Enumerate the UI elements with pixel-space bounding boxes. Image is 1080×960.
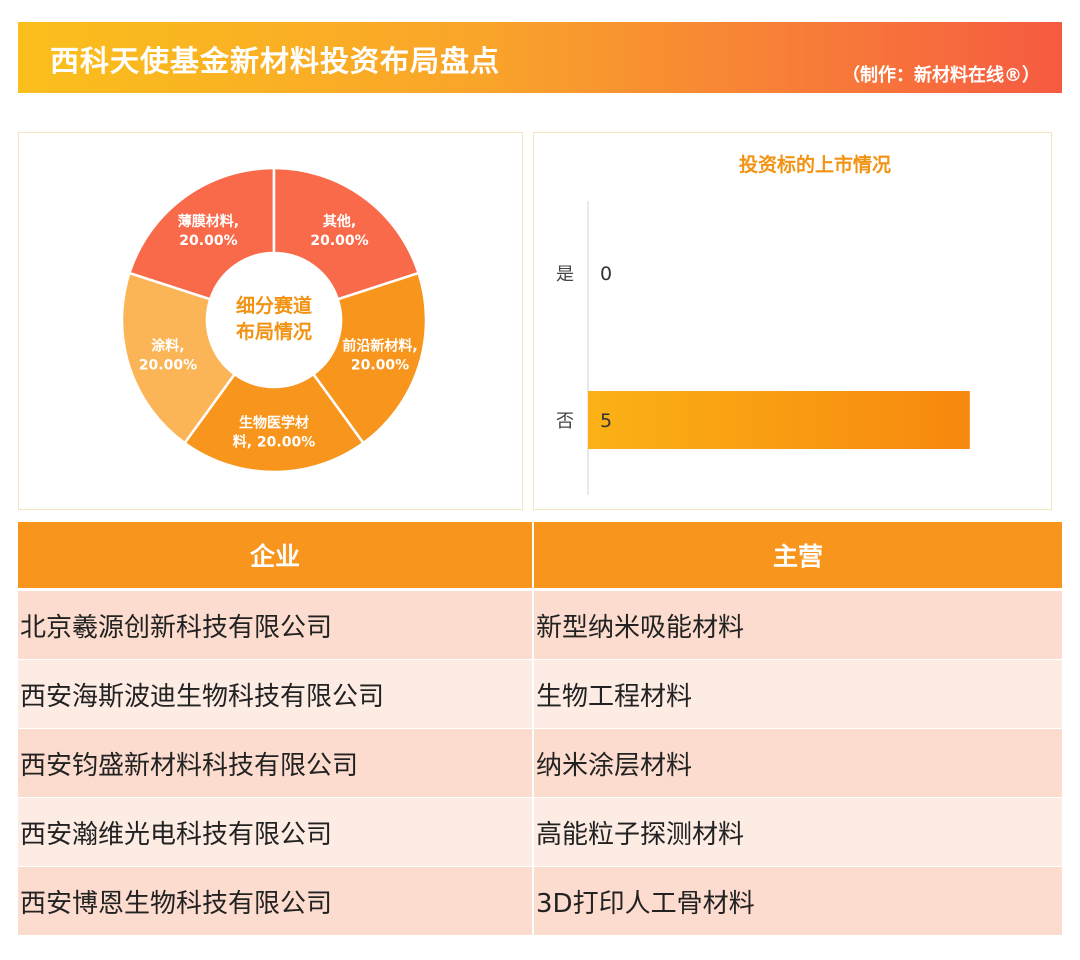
- business-cell: 生物工程材料: [536, 681, 693, 712]
- company-cell: 西安瀚维光电科技有限公司: [18, 798, 534, 866]
- bar-category-label: 是: [556, 264, 574, 285]
- pie-chart: 薄膜材料, 20.00% 其他, 20.00% 前沿新材料, 20.00% 生物医学材料, …: [120, 166, 428, 474]
- business-cell: 3D打印人工骨材料: [536, 888, 755, 919]
- company-cell: 北京羲源创新科技有限公司: [18, 591, 534, 659]
- bar-value-label: 0: [600, 263, 612, 285]
- pie-slice-label: 前沿新材料, 20.00%: [342, 337, 417, 373]
- header-company: 企业: [18, 522, 534, 588]
- bar-value-label: 5: [600, 410, 612, 432]
- bar-1: [588, 391, 970, 449]
- pie-slice-label: 生物医学材料, 20.00%: [233, 415, 316, 451]
- business-cell: 高能粒子探测材料: [536, 819, 745, 850]
- table-row: 西安钧盛新材料科技有限公司 纳米涂层材料: [18, 729, 1062, 798]
- page-title: 西科天使基金新材料投资布局盘点: [50, 44, 501, 78]
- pie-slice-1: [272, 166, 421, 301]
- pie-slice-3: [182, 372, 366, 474]
- table-header-row: 企业 主营: [18, 522, 1062, 588]
- company-cell: 西安博恩生物科技有限公司: [18, 867, 534, 935]
- table-row: 西安海斯波迪生物科技有限公司 生物工程材料: [18, 660, 1062, 729]
- bar-chart-panel: 投资标的上市情况是 0 否 5: [533, 132, 1052, 510]
- pie-slice-label: 其他, 20.00%: [310, 213, 368, 249]
- table-row: 北京羲源创新科技有限公司 新型纳米吸能材料: [18, 591, 1062, 660]
- pie-slice-label: 涂料, 20.00%: [139, 337, 197, 373]
- pie-slice-label: 薄膜材料, 20.00%: [178, 213, 239, 249]
- pie-slice-0: [127, 166, 276, 301]
- header-business: 主营: [772, 542, 823, 571]
- pie-center-label: 细分赛道布局情况: [236, 294, 312, 343]
- title-banner: 西科天使基金新材料投资布局盘点 （制作：新材料在线®）: [18, 22, 1062, 93]
- company-table: 企业 主营 北京羲源创新科技有限公司 新型纳米吸能材料 西安海斯波迪生物科技有限…: [18, 522, 1062, 936]
- pie-slice-4: [120, 271, 237, 445]
- business-cell: 纳米涂层材料: [536, 750, 693, 781]
- table-row: 西安瀚维光电科技有限公司 高能粒子探测材料: [18, 798, 1062, 867]
- business-cell: 新型纳米吸能材料: [536, 612, 745, 643]
- table-row: 西安博恩生物科技有限公司 3D打印人工骨材料: [18, 867, 1062, 936]
- company-cell: 西安海斯波迪生物科技有限公司: [18, 660, 534, 728]
- pie-chart-panel: 薄膜材料, 20.00% 其他, 20.00% 前沿新材料, 20.00% 生物医学材料, …: [18, 132, 523, 510]
- pie-slice-2: [311, 271, 428, 445]
- credit-text: （制作：新材料在线®）: [842, 65, 1040, 86]
- company-cell: 西安钧盛新材料科技有限公司: [18, 729, 534, 797]
- bar-category-label: 否: [556, 411, 574, 432]
- bar-chart-title: 投资标的上市情况: [739, 153, 891, 176]
